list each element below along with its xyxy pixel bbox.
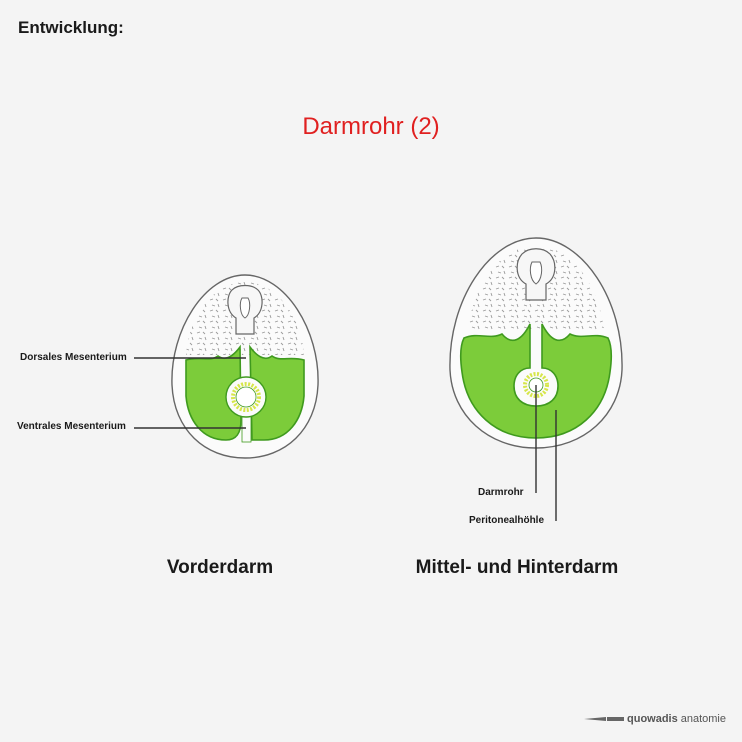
midgut-ring	[523, 372, 549, 398]
figure-title: Darmrohr (2)	[302, 113, 440, 140]
peritoneal-cavity-right	[459, 323, 613, 439]
label-peritoneal-cavity: Peritonealhöhle	[469, 515, 545, 526]
page-header: Entwicklung:	[18, 18, 124, 37]
brand-suffix: anatomie	[680, 713, 726, 725]
caption-midgut-hindgut: Mittel- und Hinterdarm	[415, 557, 619, 578]
notochord-left	[239, 297, 251, 319]
brand-name: quowadis	[627, 713, 678, 725]
foregut-lumen	[235, 386, 257, 408]
label-dorsal-mesentery: Dorsales Mesenterium	[20, 352, 127, 363]
peritoneal-cavity-right-half	[249, 344, 305, 441]
foregut-ring	[231, 382, 261, 412]
label-ventral-mesentery: Ventrales Mesenterium	[17, 421, 126, 432]
brand-logo: quowadis anatomie	[584, 713, 726, 725]
foregut-section	[171, 274, 319, 459]
label-gut-tube: Darmrohr	[478, 487, 524, 498]
notochord-right	[529, 261, 543, 285]
caption-foregut: Vorderdarm	[166, 557, 274, 578]
scalpel-icon	[584, 717, 624, 721]
